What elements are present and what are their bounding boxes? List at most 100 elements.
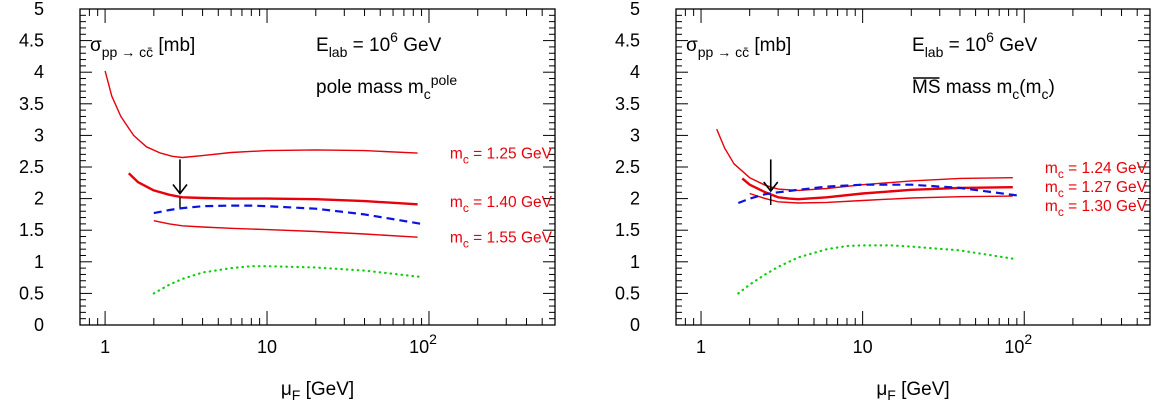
mass-label-subscript: c bbox=[1058, 167, 1064, 181]
energy-unit: GeV bbox=[994, 35, 1038, 56]
x-axis-title: μF [GeV] bbox=[876, 379, 949, 403]
y-axis-subscript: pp → cc̄ bbox=[102, 44, 153, 60]
energy-subscript: lab bbox=[925, 44, 944, 60]
x-tick-base: 10 bbox=[1004, 337, 1024, 357]
green-dotted-curve bbox=[737, 244, 1019, 295]
mass-label-subscript: c bbox=[1058, 205, 1064, 219]
y-tick-label: 0 bbox=[630, 315, 640, 335]
energy-base: E bbox=[316, 35, 329, 56]
ms-bar-label: MS bbox=[912, 77, 941, 98]
scheme-subscript: c bbox=[1012, 86, 1019, 102]
mass-label-value: = 1.55 GeV bbox=[469, 230, 553, 247]
mass-label-subscript: c bbox=[1058, 186, 1064, 200]
y-tick-label: 3 bbox=[34, 125, 44, 145]
energy-exponent: 6 bbox=[390, 29, 398, 45]
y-axis-unit: [mb] bbox=[153, 35, 195, 56]
x-tick-label: 10 bbox=[853, 337, 873, 357]
energy-unit: GeV bbox=[398, 35, 442, 56]
y-tick-label: 3 bbox=[630, 125, 640, 145]
red-curve bbox=[153, 220, 418, 238]
energy-annotation: Elab = 106 GeV bbox=[316, 29, 442, 60]
red-curve bbox=[716, 128, 1013, 192]
x-tick-base: 10 bbox=[409, 337, 429, 357]
x-axis-unit: [GeV] bbox=[300, 379, 354, 400]
mass-label: mc = 1.55 GeV bbox=[450, 230, 553, 251]
red-curve bbox=[749, 192, 1013, 204]
x-axis-unit: [GeV] bbox=[896, 379, 950, 400]
mass-label: mc = 1.40 GeV bbox=[450, 194, 553, 215]
x-tick-base: 1 bbox=[100, 337, 110, 357]
mass-label: mc = 1.27 GeV bbox=[1045, 179, 1148, 200]
scheme-superscript: pole bbox=[431, 72, 458, 88]
energy-mid: = 10 bbox=[347, 35, 390, 56]
scheme-text: pole mass m bbox=[316, 77, 424, 98]
y-tick-label: 1.5 bbox=[19, 220, 44, 240]
y-tick-label: 0.5 bbox=[19, 283, 44, 303]
green-dotted-curve bbox=[152, 265, 423, 295]
mass-label-subscript: c bbox=[463, 201, 469, 215]
mass-label-subscript: c bbox=[463, 237, 469, 251]
scheme-subscript: c bbox=[424, 86, 431, 102]
mass-label: mc = 1.24 GeV bbox=[1045, 160, 1148, 181]
mass-label: mc = 1.30 GeV bbox=[1045, 198, 1148, 219]
y-tick-label: 2 bbox=[630, 189, 640, 209]
mass-scheme-annotation: MS mass mc(mc) bbox=[912, 77, 1055, 102]
red-curve bbox=[127, 172, 418, 206]
y-tick-label: 5 bbox=[34, 0, 44, 19]
y-axis-symbol: σ bbox=[90, 35, 102, 56]
x-axis-subscript: F bbox=[292, 387, 301, 403]
x-tick-exponent: 2 bbox=[429, 331, 437, 347]
blue-dashed-curve bbox=[737, 183, 1018, 205]
mass-label-value: = 1.40 GeV bbox=[469, 194, 553, 211]
energy-base: E bbox=[912, 35, 925, 56]
x-axis-symbol: μ bbox=[281, 379, 292, 400]
y-tick-label: 2.5 bbox=[615, 157, 640, 177]
x-tick-label: 10 bbox=[257, 337, 277, 357]
energy-exponent: 6 bbox=[986, 29, 994, 45]
x-tick-label: 102 bbox=[409, 331, 437, 357]
x-tick-base: 1 bbox=[696, 337, 706, 357]
blue-dashed-curve bbox=[153, 204, 422, 225]
x-tick-label: 1 bbox=[696, 337, 706, 357]
red-curve bbox=[741, 177, 1013, 201]
x-tick-exponent: 2 bbox=[1024, 331, 1032, 347]
y-tick-label: 4.5 bbox=[615, 31, 640, 51]
y-tick-label: 3.5 bbox=[615, 94, 640, 114]
scheme-rest: (m bbox=[1019, 77, 1041, 98]
scale-arrow-head bbox=[172, 184, 188, 195]
x-axis-symbol: μ bbox=[876, 379, 887, 400]
mass-label-value: = 1.27 GeV bbox=[1064, 179, 1148, 196]
y-tick-label: 0 bbox=[34, 315, 44, 335]
mass-label-symbol: m bbox=[1045, 160, 1058, 177]
energy-mid: = 10 bbox=[943, 35, 986, 56]
y-tick-label: 2 bbox=[34, 189, 44, 209]
red-curve bbox=[104, 70, 418, 159]
mass-label-symbol: m bbox=[1045, 179, 1058, 196]
y-tick-label: 1.5 bbox=[615, 220, 640, 240]
energy-annotation: Elab = 106 GeV bbox=[912, 29, 1038, 60]
scheme-end: ) bbox=[1048, 77, 1054, 98]
scheme-text: mass m bbox=[941, 77, 1013, 98]
mass-label-value: = 1.30 GeV bbox=[1064, 198, 1148, 215]
x-tick-label: 1 bbox=[100, 337, 110, 357]
mass-label-symbol: m bbox=[450, 194, 463, 211]
y-tick-label: 5 bbox=[630, 0, 640, 19]
mass-label-value: = 1.24 GeV bbox=[1064, 160, 1148, 177]
y-axis-symbol: σ bbox=[686, 35, 698, 56]
y-tick-label: 2.5 bbox=[19, 157, 44, 177]
mass-label-subscript: c bbox=[463, 152, 469, 166]
y-axis-title: σpp → cc̄ [mb] bbox=[90, 35, 195, 60]
x-tick-label: 102 bbox=[1004, 331, 1032, 357]
mass-scheme-annotation: pole mass mcpole bbox=[316, 72, 457, 102]
mass-label-symbol: m bbox=[1045, 198, 1058, 215]
y-tick-label: 4.5 bbox=[19, 31, 44, 51]
y-tick-label: 4 bbox=[630, 62, 640, 82]
x-axis-subscript: F bbox=[887, 387, 896, 403]
y-axis-subscript: pp → cc̄ bbox=[698, 44, 749, 60]
mass-label-value: = 1.25 GeV bbox=[469, 145, 553, 162]
y-tick-label: 1 bbox=[630, 252, 640, 272]
mass-label: mc = 1.25 GeV bbox=[450, 145, 553, 166]
y-axis-title: σpp → cc̄ [mb] bbox=[686, 35, 791, 60]
y-axis-unit: [mb] bbox=[749, 35, 791, 56]
